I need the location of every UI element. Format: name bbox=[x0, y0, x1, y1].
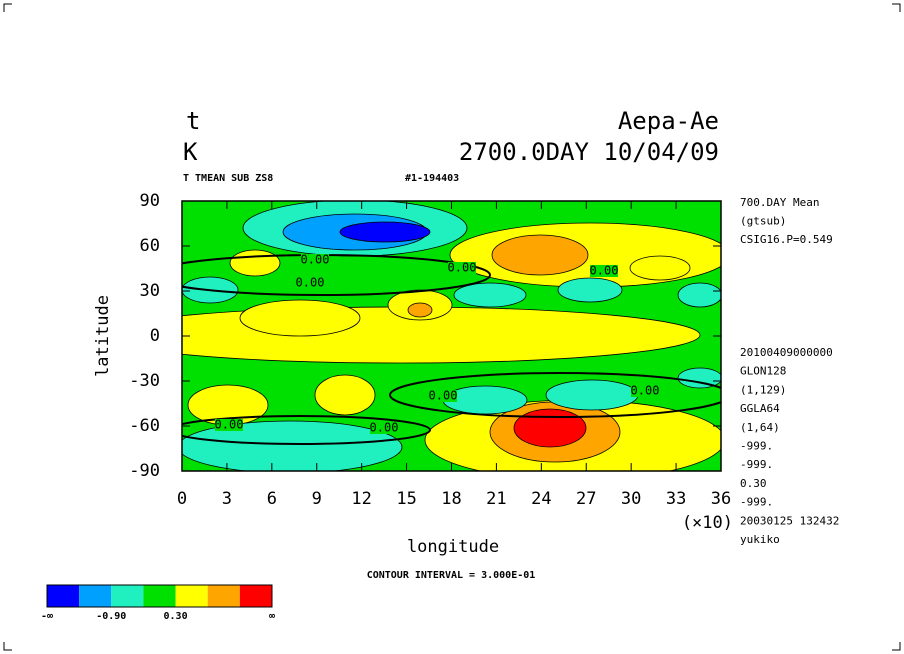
contour-region bbox=[339, 221, 431, 243]
contour-region bbox=[407, 302, 433, 318]
x-tick-label: 21 bbox=[486, 489, 506, 509]
colorbar-swatch bbox=[47, 585, 80, 607]
info-text: 20100409000000 bbox=[740, 346, 833, 359]
contour-label: 0.00 bbox=[590, 264, 619, 278]
colorbar-swatch bbox=[79, 585, 112, 607]
contour-region bbox=[557, 277, 623, 303]
contour-region bbox=[239, 299, 361, 337]
info-text: -999. bbox=[740, 496, 773, 509]
colorbar-label: -∞ bbox=[41, 611, 53, 622]
run-name: Aepa-Ae bbox=[618, 107, 719, 135]
y-tick-label: 0 bbox=[150, 326, 160, 346]
x-tick-label: 18 bbox=[441, 489, 461, 509]
info-text: -999. bbox=[740, 458, 773, 471]
colorbar-swatch bbox=[239, 585, 272, 607]
contour-region bbox=[629, 255, 691, 281]
y-tick-label: 30 bbox=[140, 281, 160, 301]
time-label: 2700.0DAY 10/04/09 bbox=[459, 138, 719, 166]
x-tick-label: 30 bbox=[621, 489, 641, 509]
colorbar-label: -0.90 bbox=[96, 611, 126, 622]
contour-label-bg bbox=[301, 254, 329, 266]
info-text: 700.DAY Mean bbox=[740, 196, 819, 209]
info-text: 20030125 132432 bbox=[740, 514, 839, 527]
info-text: yukiko bbox=[740, 533, 780, 546]
contour-field: 0.00 0.00 0.00 0.00 0.00 0.00 0.00 0.00 bbox=[182, 201, 721, 471]
x-tick-label: 33 bbox=[666, 489, 686, 509]
contour-region bbox=[229, 249, 281, 277]
contour-region bbox=[314, 374, 376, 416]
contour-region bbox=[677, 367, 721, 389]
contour-interval: CONTOUR INTERVAL = 3.000E-01 bbox=[367, 570, 536, 581]
info-text: GLON128 bbox=[740, 365, 786, 378]
contour-label: 0.00 bbox=[631, 384, 660, 398]
x-multiplier: (×10) bbox=[682, 513, 733, 533]
colorbar-frame bbox=[46, 584, 273, 608]
contour-label: 0.00 bbox=[301, 253, 330, 267]
x-tick-label: 3 bbox=[222, 489, 232, 509]
units: K bbox=[183, 138, 198, 166]
zero-contour bbox=[182, 415, 431, 445]
contour-label-bg bbox=[215, 419, 243, 431]
x-axis-label: longitude bbox=[407, 537, 499, 557]
colorbar-swatch bbox=[111, 585, 144, 607]
y-axis-label: latitude bbox=[93, 295, 113, 377]
colorbar-swatch bbox=[175, 585, 208, 607]
y-tick-label: 60 bbox=[140, 236, 160, 256]
contour-region bbox=[545, 379, 639, 411]
info-text: -999. bbox=[740, 440, 773, 453]
contour-label: 0.00 bbox=[296, 276, 325, 290]
x-tick-label: 0 bbox=[177, 489, 187, 509]
colorbar-swatch bbox=[143, 585, 176, 607]
info-text: GGLA64 bbox=[740, 402, 780, 415]
info-text: (1,64) bbox=[740, 421, 780, 434]
x-tick-label: 12 bbox=[351, 489, 371, 509]
contour-label: 0.00 bbox=[429, 389, 458, 403]
colorbar-label: 0.30 bbox=[164, 611, 188, 622]
x-tick-label: 36 bbox=[711, 489, 731, 509]
run-id: #1-194403 bbox=[405, 173, 459, 184]
contour-label-bg bbox=[448, 262, 476, 274]
info-text: (gtsub) bbox=[740, 215, 786, 228]
y-tick-label: 90 bbox=[140, 191, 160, 211]
contour-label-bg bbox=[590, 265, 618, 277]
subtitle: T TMEAN SUB ZS8 bbox=[183, 173, 273, 184]
x-tick-label: 9 bbox=[312, 489, 322, 509]
y-tick-label: -30 bbox=[129, 371, 160, 391]
contour-region bbox=[491, 234, 589, 276]
info-text: 0.30 bbox=[740, 477, 767, 490]
info-text: (1,129) bbox=[740, 383, 786, 396]
x-tick-label: 27 bbox=[576, 489, 596, 509]
y-tick-label: -90 bbox=[129, 461, 160, 481]
x-tick-label: 15 bbox=[396, 489, 416, 509]
contour-label-bg bbox=[631, 385, 659, 397]
x-tick-label: 24 bbox=[531, 489, 551, 509]
contour-region bbox=[453, 282, 527, 308]
x-tick-label: 6 bbox=[267, 489, 277, 509]
contour-region bbox=[677, 282, 721, 308]
contour-label: 0.00 bbox=[370, 421, 399, 435]
info-text: CSIG16.P=0.549 bbox=[740, 233, 833, 246]
contour-label-bg bbox=[370, 422, 398, 434]
corner-marks bbox=[3, 3, 901, 651]
contour-label-bg bbox=[296, 277, 324, 289]
contour-label-bg bbox=[429, 390, 457, 402]
zero-contour bbox=[389, 372, 721, 418]
colorbar-label: ∞ bbox=[269, 611, 275, 622]
contour-region bbox=[513, 408, 587, 448]
contour-label: 0.00 bbox=[448, 261, 477, 275]
contour-region bbox=[182, 420, 403, 471]
contour-label: 0.00 bbox=[215, 418, 244, 432]
var-name: t bbox=[186, 107, 200, 135]
colorbar-swatch bbox=[207, 585, 240, 607]
y-tick-label: -60 bbox=[129, 416, 160, 436]
